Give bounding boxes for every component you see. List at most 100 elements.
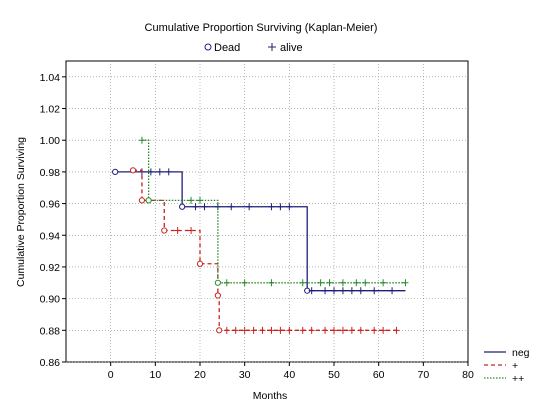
alive-marker	[348, 287, 355, 295]
series-line	[141, 139, 406, 284]
dead-marker	[216, 327, 223, 334]
alive-marker	[223, 279, 230, 287]
alive-marker	[339, 279, 346, 287]
y-tick-label: 0.96	[40, 199, 61, 211]
alive-marker	[259, 326, 266, 334]
x-tick-label: 40	[283, 369, 295, 381]
dead-marker	[179, 203, 186, 210]
dead-marker	[129, 167, 137, 174]
alive-marker	[232, 326, 239, 334]
alive-marker	[348, 326, 355, 334]
grid-lines	[66, 61, 468, 363]
alive-marker	[308, 326, 315, 334]
alive-marker	[138, 136, 145, 144]
dead-marker	[214, 279, 221, 286]
alive-marker	[250, 326, 257, 334]
alive-marker	[174, 227, 181, 235]
marker-legend: Dead alive	[204, 42, 303, 54]
alive-marker	[389, 287, 396, 295]
series-layer	[112, 136, 409, 334]
alive-marker	[331, 326, 337, 334]
alive-marker	[353, 279, 360, 287]
y-tick-label: 0.94	[40, 230, 61, 242]
x-axis-ticks: 0 10 20 30 40 50 60 70 80	[108, 362, 474, 381]
x-tick-label: 0	[108, 369, 114, 381]
series-2	[138, 136, 409, 287]
alive-marker	[228, 203, 235, 211]
x-axis-label: Months	[253, 390, 287, 402]
x-tick-label: 30	[239, 369, 251, 381]
dead-legend-label: Dead	[214, 42, 240, 54]
alive-marker	[268, 326, 275, 334]
dead-marker	[145, 197, 152, 204]
alive-marker	[241, 326, 248, 334]
alive-marker	[223, 326, 230, 334]
alive-marker	[241, 279, 248, 287]
legend-label: +	[512, 360, 518, 372]
alive-marker	[299, 279, 306, 287]
alive-marker	[147, 168, 154, 176]
y-tick-label: 0.86	[40, 357, 61, 369]
dead-marker	[196, 260, 204, 267]
y-tick-label: 0.88	[40, 325, 61, 337]
alive-marker	[357, 326, 364, 334]
alive-marker	[362, 279, 369, 287]
y-tick-label: 1.02	[40, 104, 61, 116]
x-tick-label: 70	[417, 369, 429, 381]
y-axis-ticks: 0.86 0.88 0.90 0.92 0.94 0.96 0.98 1.00 1.02 1.04	[40, 72, 66, 369]
x-tick-label: 80	[462, 369, 474, 381]
alive-marker	[286, 203, 293, 211]
dead-marker	[138, 197, 146, 204]
plot-area	[65, 60, 469, 363]
alive-marker	[380, 279, 387, 287]
y-tick-label: 0.98	[40, 167, 61, 179]
dead-marker	[161, 227, 168, 234]
y-tick-label: 0.90	[40, 294, 61, 306]
alive-marker	[268, 203, 275, 211]
y-axis-label: Cumulative Proportion Surviving	[15, 137, 27, 287]
alive-marker	[197, 196, 203, 204]
alive-marker	[371, 287, 378, 295]
alive-marker	[402, 279, 409, 287]
alive-marker	[246, 203, 253, 211]
series-legend: neg+++	[484, 347, 530, 385]
x-tick-label: 20	[194, 369, 206, 381]
y-tick-label: 1.00	[40, 135, 61, 147]
series-1	[129, 167, 400, 334]
x-tick-label: 10	[149, 369, 161, 381]
alive-marker	[326, 279, 333, 287]
alive-marker	[201, 203, 208, 211]
alive-marker	[156, 168, 163, 176]
alive-marker	[308, 287, 315, 295]
alive-marker	[331, 287, 337, 295]
alive-marker	[188, 196, 195, 204]
alive-marker	[299, 326, 306, 334]
alive-marker	[322, 287, 329, 295]
alive-marker	[165, 168, 172, 176]
y-tick-label: 0.92	[40, 262, 61, 274]
alive-marker	[339, 326, 346, 334]
alive-marker	[322, 326, 329, 334]
alive-marker	[357, 287, 364, 295]
dead-marker	[214, 292, 221, 299]
alive-marker	[339, 287, 346, 295]
alive-marker	[317, 279, 324, 287]
legend-label: neg	[512, 347, 530, 359]
dead-marker-icon	[204, 43, 212, 51]
alive-marker	[286, 326, 293, 334]
alive-marker	[380, 326, 387, 334]
x-tick-label: 60	[373, 369, 385, 381]
alive-marker	[277, 326, 284, 334]
alive-marker	[277, 203, 284, 211]
x-tick-label: 50	[328, 369, 340, 381]
alive-legend-label: alive	[280, 42, 303, 54]
legend-label: ++	[512, 373, 524, 385]
chart-title: Cumulative Proportion Surviving (Kaplan-…	[145, 22, 378, 34]
y-tick-label: 1.04	[40, 72, 61, 84]
series-line	[133, 169, 397, 331]
alive-marker	[188, 227, 195, 235]
alive-marker-icon	[268, 43, 276, 51]
alive-marker	[268, 279, 275, 287]
alive-marker	[192, 203, 199, 211]
